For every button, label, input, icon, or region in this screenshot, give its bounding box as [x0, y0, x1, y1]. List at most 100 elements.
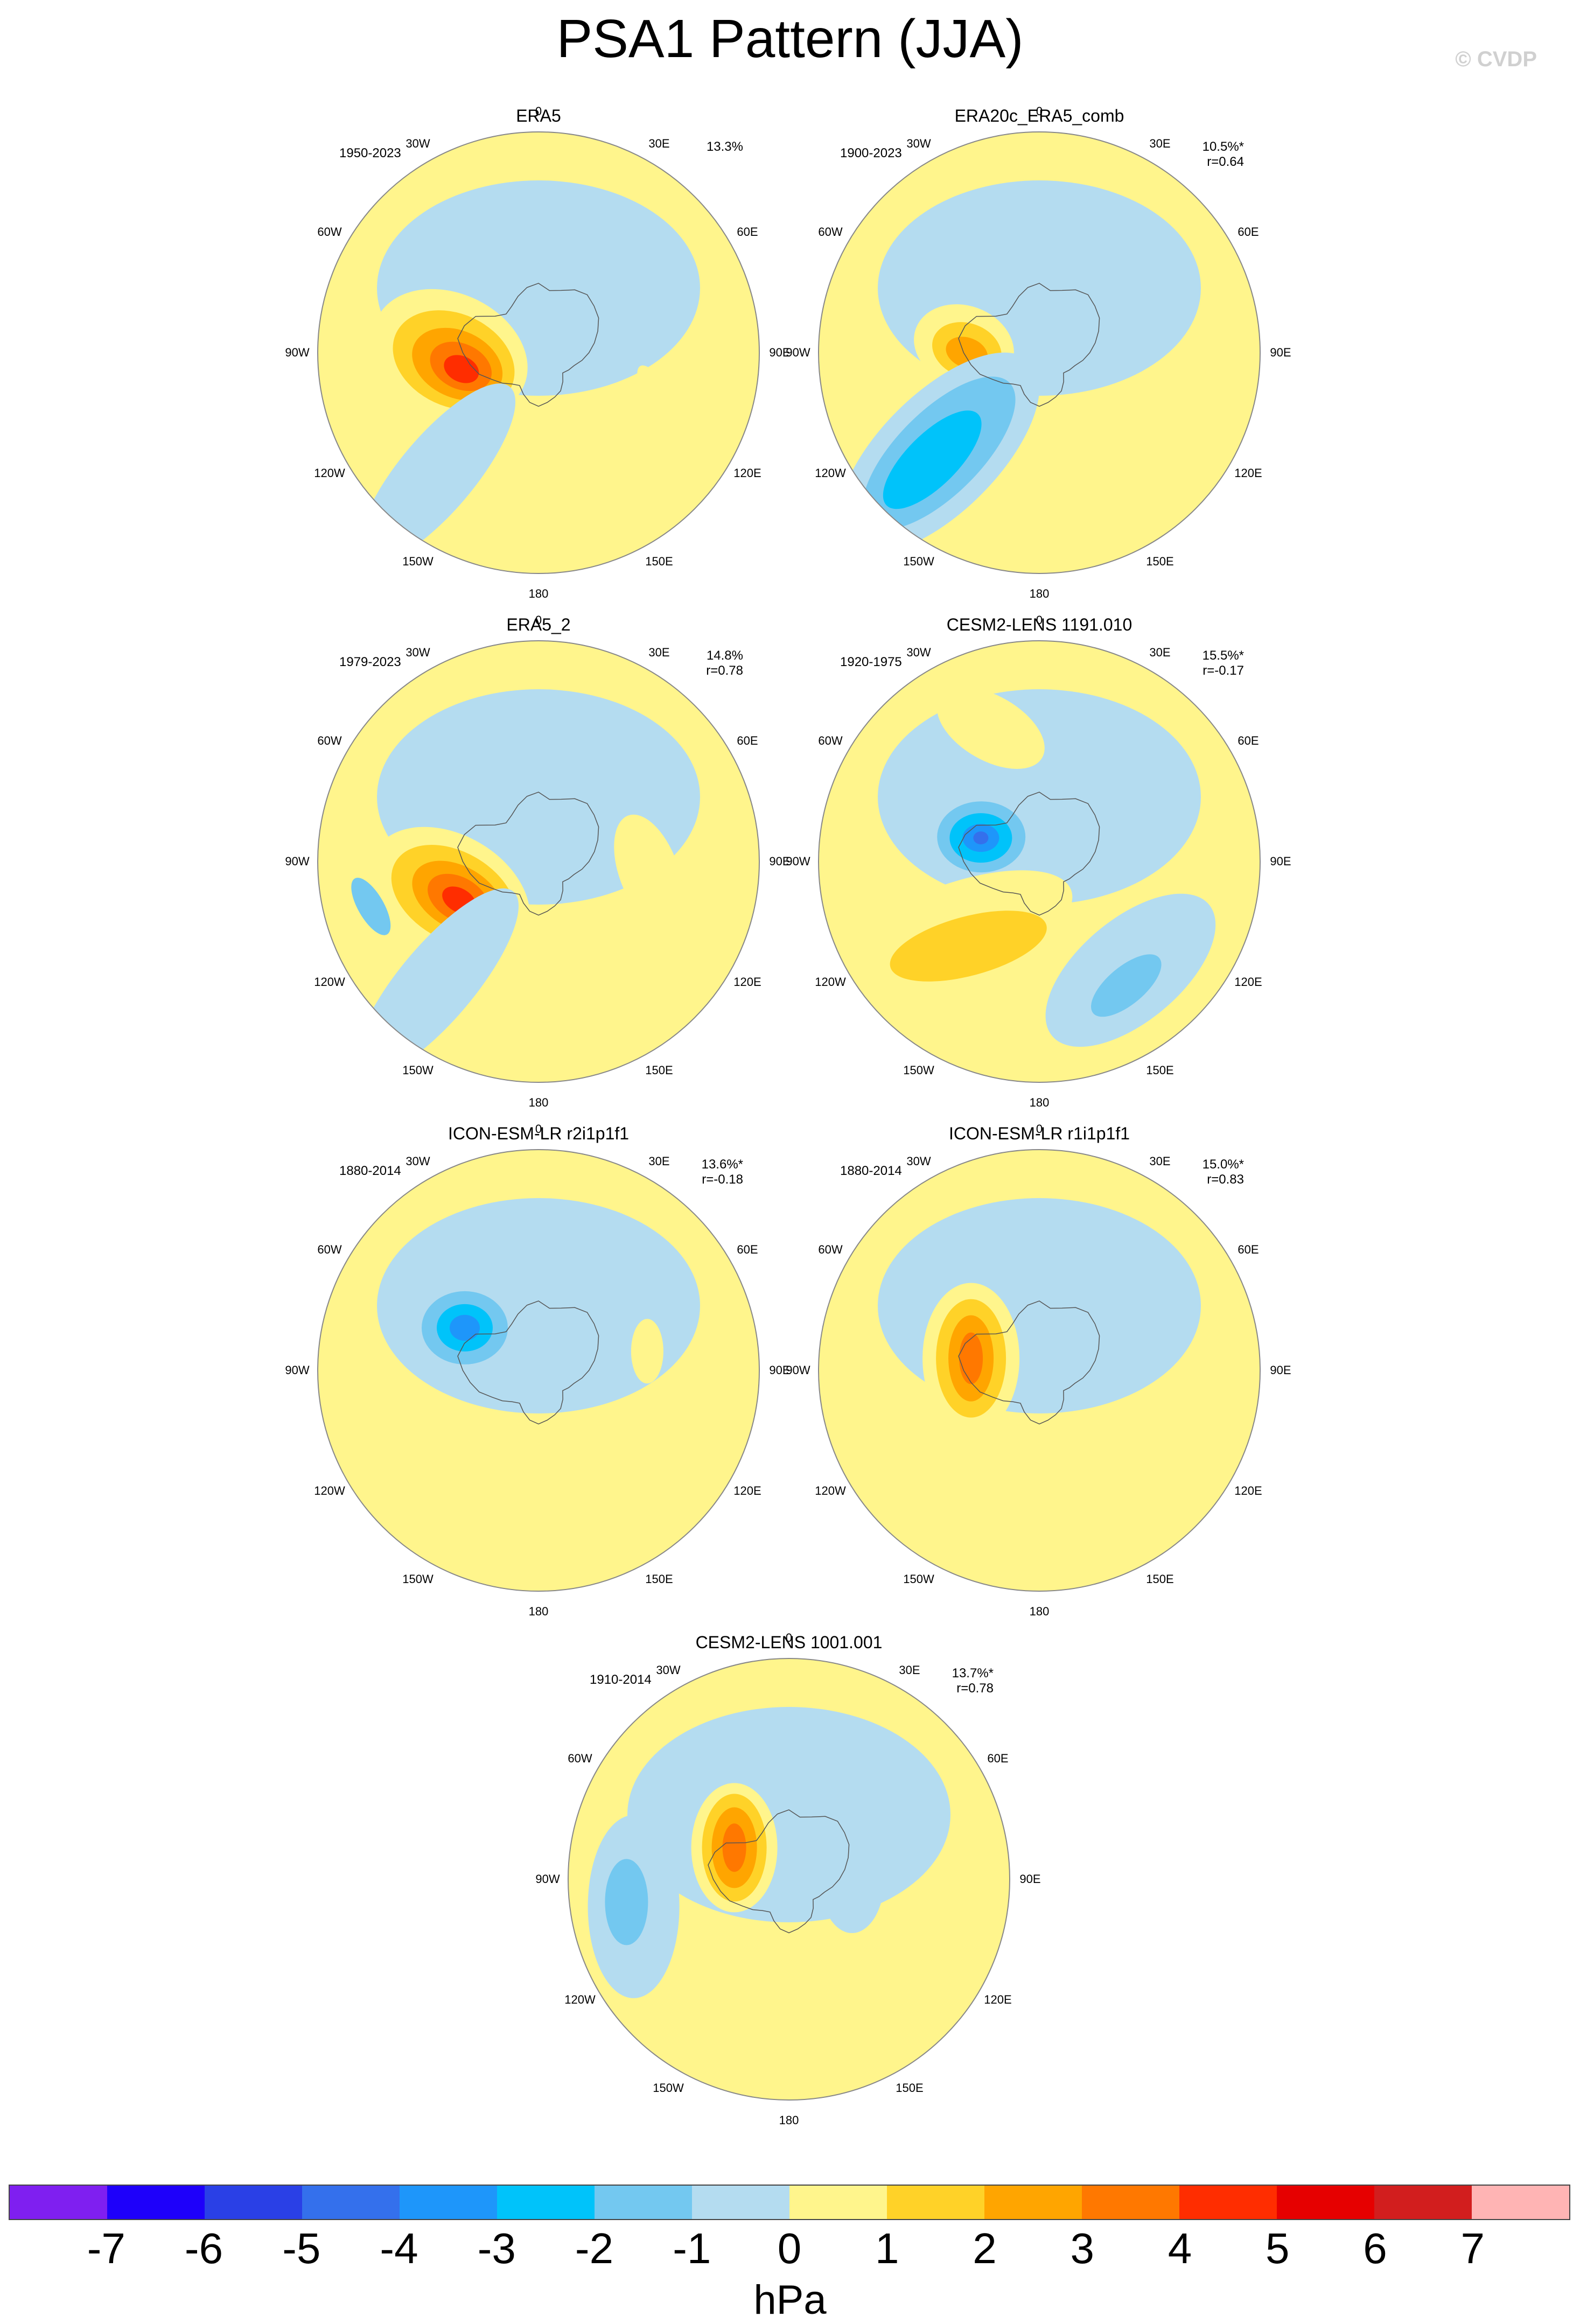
- anomaly-contour-fill: [818, 1937, 963, 2063]
- longitude-label: 150E: [1146, 1063, 1174, 1077]
- longitude-label: 60E: [737, 225, 758, 239]
- anomaly-contour-fill: [937, 687, 1045, 769]
- map-boundary: [818, 1149, 1261, 1592]
- longitude-label: 120E: [733, 975, 761, 989]
- colorbar-tick-label: 3: [1070, 2224, 1095, 2272]
- antarctica-coastline: [958, 792, 1100, 916]
- longitude-label: 150W: [402, 1063, 434, 1077]
- colorbar-tick-label: -5: [282, 2224, 321, 2272]
- longitude-label: 30E: [648, 646, 670, 659]
- longitude-label: 150E: [1146, 1572, 1174, 1586]
- anomaly-contour-fill: [614, 814, 683, 928]
- colorbar-tick-label: -7: [87, 2224, 125, 2272]
- colorbar-swatch: [887, 2186, 984, 2219]
- longitude-label: 180: [1029, 1605, 1050, 1618]
- colorbar-swatch: [1179, 2186, 1277, 2219]
- panel-title: ICON-ESM-LR r2i1p1f1: [448, 1124, 630, 1143]
- longitude-label: 90E: [1270, 855, 1291, 868]
- anomaly-contour-fill: [605, 1859, 648, 1945]
- panel-title: CESM2-LENS 1191.010: [946, 615, 1132, 634]
- anomaly-contour-fill: [637, 365, 697, 460]
- longitude-label: 180: [1029, 1096, 1050, 1109]
- longitude-label: 120E: [1234, 1484, 1262, 1497]
- longitude-label: 150E: [645, 1063, 673, 1077]
- longitude-label: 180: [528, 1096, 549, 1109]
- panel-years: 1979-2023: [339, 655, 401, 669]
- panel-years: 1910-2014: [590, 1672, 652, 1687]
- longitude-label: 120W: [564, 1993, 596, 2006]
- longitude-label: 60E: [1238, 225, 1259, 239]
- anomaly-contour-fill: [502, 284, 599, 330]
- anomaly-contour-fill: [1097, 1259, 1152, 1279]
- panel-stats: 13.6%* r=-0.18: [702, 1157, 743, 1187]
- longitude-label: 60W: [818, 734, 843, 747]
- panel-stats: 15.5%* r=-0.17: [1203, 648, 1244, 678]
- longitude-label: 0: [535, 1122, 542, 1136]
- polar-map: [818, 640, 1261, 1083]
- colorbar-swatch: [1472, 2186, 1569, 2219]
- colorbar-tick-label: 6: [1363, 2224, 1387, 2272]
- polar-map: [317, 1149, 760, 1592]
- anomaly-contour-fill: [444, 355, 479, 383]
- longitude-label: 150W: [653, 2081, 684, 2095]
- longitude-label: 120W: [815, 466, 846, 480]
- panel-years: 1950-2023: [339, 146, 401, 160]
- longitude-label: 0: [1036, 1122, 1043, 1136]
- longitude-label: 90W: [786, 346, 810, 359]
- longitude-label: 120W: [815, 1484, 846, 1497]
- longitude-label: 60W: [317, 225, 342, 239]
- longitude-label: 90W: [786, 1363, 810, 1377]
- longitude-label: 150W: [903, 555, 934, 568]
- panel-years: 1880-2014: [840, 1164, 902, 1178]
- map-boundary: [568, 1658, 1010, 2101]
- longitude-label: 180: [1029, 587, 1050, 600]
- panel-years: 1900-2023: [840, 146, 902, 160]
- copyright-watermark: © CVDP: [1455, 47, 1537, 71]
- explained-variance: 13.3%: [706, 139, 743, 154]
- longitude-label: 120W: [815, 975, 846, 989]
- longitude-label: 60W: [317, 1243, 342, 1256]
- anomaly-contour-fill: [959, 1332, 983, 1384]
- longitude-label: 120E: [984, 1993, 1012, 2006]
- map-panel-icon-esm-lr-r1i1p1f1: ICON-ESM-LR r1i1p1f1 1880-2014 15.0%* r=0.8…: [786, 1122, 1291, 1618]
- anomaly-contour-fill: [1091, 954, 1162, 1017]
- panel-stats: 15.0%* r=0.83: [1203, 1157, 1244, 1187]
- longitude-label: 30W: [656, 1663, 681, 1677]
- polar-map: [568, 1658, 1010, 2101]
- anomaly-contour-fill: [722, 1823, 746, 1872]
- colorbar-swatch: [789, 2186, 887, 2219]
- polar-map: [317, 640, 760, 1083]
- colorbar-tick-label: 1: [875, 2224, 899, 2272]
- colorbar-swatch: [497, 2186, 595, 2219]
- longitude-label: 180: [528, 587, 549, 600]
- longitude-label: 60W: [818, 1243, 843, 1256]
- pattern-correlation: r=0.78: [706, 663, 743, 678]
- map-panel-era5: ERA5 1950-2023 13.3% 0 30E 60E 90E 120E 150E 180 1…: [285, 104, 790, 600]
- panel-stats: 13.3%: [707, 139, 743, 155]
- pattern-correlation: r=0.83: [1207, 1172, 1244, 1187]
- anomaly-contour-fill: [973, 831, 989, 845]
- panel-years: 1920-1975: [840, 655, 902, 669]
- colorbar-tick-label: 7: [1460, 2224, 1485, 2272]
- explained-variance: 15.0%*: [1202, 1157, 1244, 1172]
- longitude-label: 90W: [285, 1363, 310, 1377]
- longitude-label: 90W: [285, 346, 310, 359]
- anomaly-contour-fill: [883, 410, 982, 509]
- anomaly-contour-fill: [359, 383, 516, 564]
- longitude-label: 90W: [786, 855, 810, 868]
- longitude-label: 30E: [1149, 137, 1171, 150]
- polar-map: [818, 1149, 1261, 1592]
- pattern-correlation: r=0.78: [956, 1681, 994, 1696]
- colorbar-tick-label: -2: [575, 2224, 614, 2272]
- longitude-label: 150W: [402, 1572, 434, 1586]
- map-panel-era5-2: ERA5_2 1979-2023 14.8% r=0.78 0 30E 60E 90E 120E…: [285, 613, 790, 1109]
- longitude-label: 120E: [1234, 975, 1262, 989]
- longitude-label: 60W: [317, 734, 342, 747]
- longitude-label: 150E: [645, 555, 673, 568]
- longitude-label: 0: [1036, 613, 1043, 627]
- longitude-label: 90W: [535, 1872, 560, 1886]
- panel-title: ERA5_2: [506, 615, 571, 634]
- antarctica-coastline: [457, 1300, 599, 1425]
- longitude-label: 30W: [906, 137, 931, 150]
- panel-title: ICON-ESM-LR r1i1p1f1: [948, 1124, 1130, 1143]
